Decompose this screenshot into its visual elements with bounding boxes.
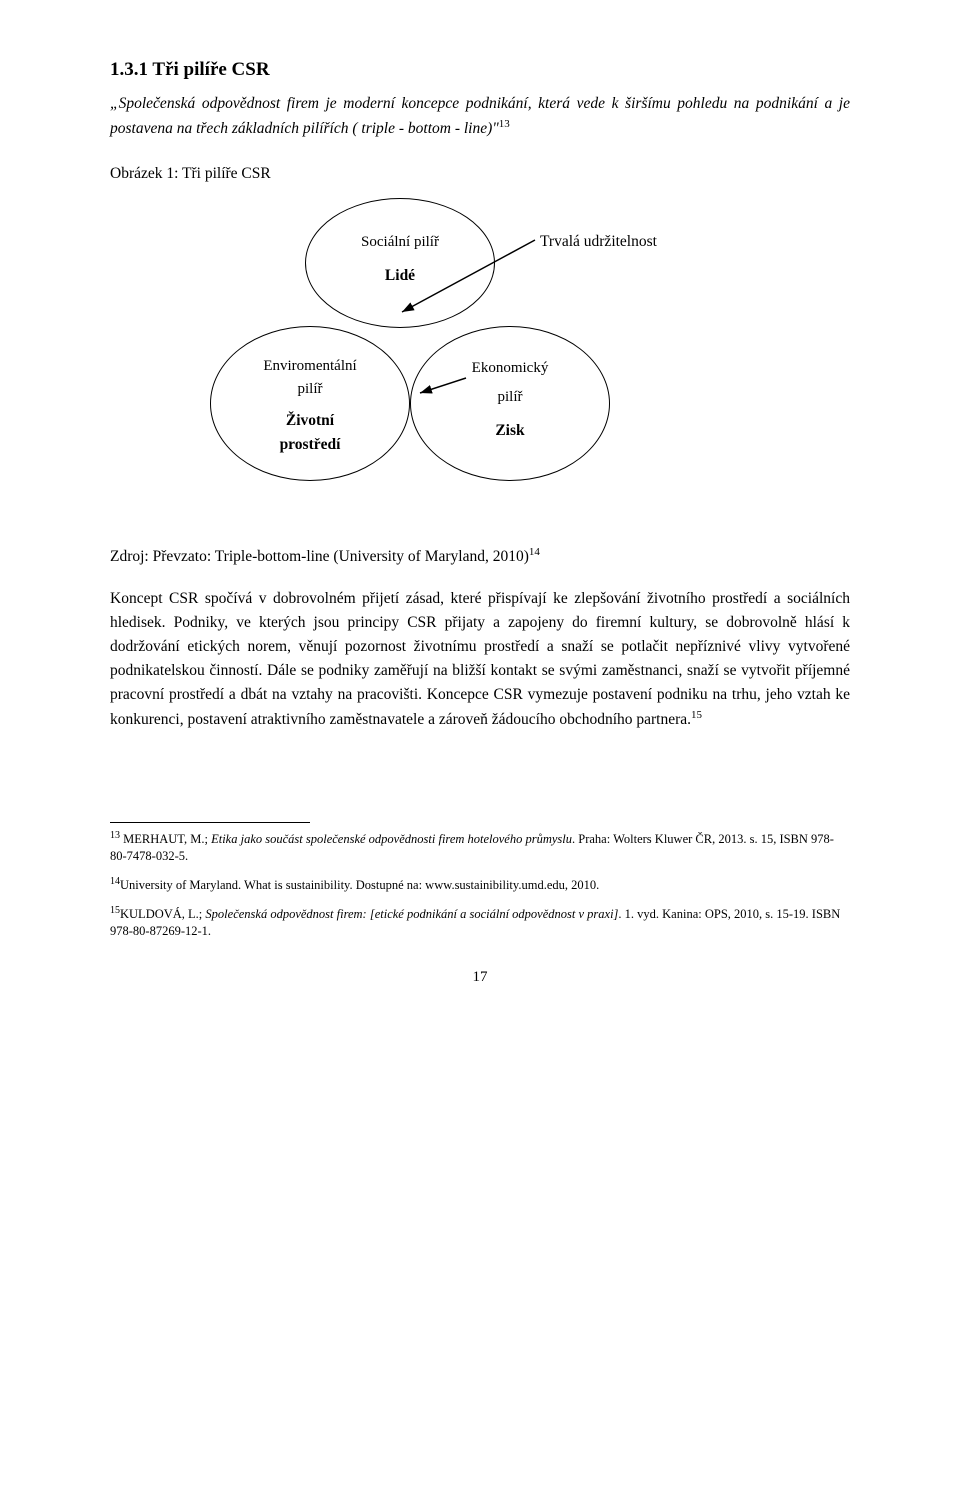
source-text: Zdroj: Převzato: Triple-bottom-line (Uni… [110, 548, 529, 565]
quote-text: „Společenská odpovědnost firem je modern… [110, 95, 850, 137]
section-heading: 1.3.1 Tři pilíře CSR [110, 55, 850, 84]
fn14-num: 14 [110, 876, 120, 887]
footnote-13: 13 MERHAUT, M.; Etika jako součást spole… [110, 829, 850, 865]
footnote-rule [110, 822, 310, 823]
arrow2-line [420, 378, 466, 393]
body-paragraph: Koncept CSR spočívá v dobrovolném přijet… [110, 587, 850, 732]
footnote-14: 14University of Maryland. What is sustai… [110, 875, 850, 894]
fn15-a: KULDOVÁ, L.; [120, 907, 205, 921]
intro-quote: „Společenská odpovědnost firem je modern… [110, 92, 850, 141]
body-sup: 15 [691, 709, 702, 721]
fn13-a: MERHAUT, M.; [120, 832, 211, 846]
figure-caption: Obrázek 1: Tři pilíře CSR [110, 162, 850, 186]
body-text: Koncept CSR spočívá v dobrovolném přijet… [110, 590, 850, 728]
fn15-num: 15 [110, 905, 120, 916]
fn13-num: 13 [110, 830, 120, 841]
fn14-text: University of Maryland. What is sustaini… [120, 878, 599, 892]
arrow-to-sustain [110, 198, 850, 518]
figure-source: Zdroj: Převzato: Triple-bottom-line (Uni… [110, 544, 850, 569]
footnote-15: 15KULDOVÁ, L.; Společenská odpovědnost f… [110, 904, 850, 940]
page-number: 17 [110, 966, 850, 989]
fn15-i: Společenská odpovědnost firem: [etické p… [205, 907, 618, 921]
fn13-i: Etika jako součást společenské odpovědno… [211, 832, 572, 846]
source-sup: 14 [529, 546, 540, 558]
three-pillars-diagram: Sociální pilíř Lidé Enviromentální pilíř… [110, 198, 850, 518]
arrow1-line [402, 240, 535, 312]
quote-sup: 13 [499, 118, 510, 130]
